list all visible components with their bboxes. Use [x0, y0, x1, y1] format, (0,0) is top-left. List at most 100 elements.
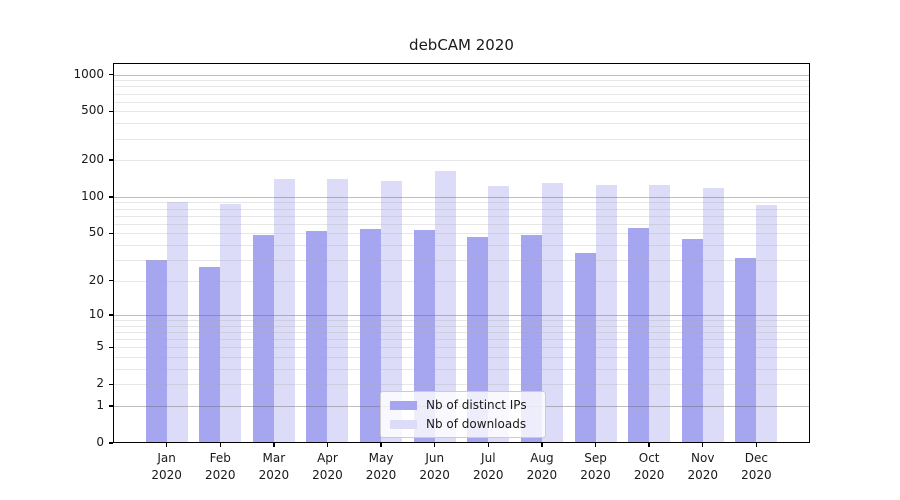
gridline-minor-500 [113, 111, 810, 113]
legend-label-distinct-ips: Nb of distinct IPs [426, 398, 527, 412]
x-tick-mark-apr [326, 443, 329, 447]
bar-downloads-sep [595, 185, 617, 443]
bar-downloads-jan [166, 202, 188, 443]
bar-distinct-ips-sep [574, 253, 596, 443]
bar-distinct-ips-oct [628, 228, 650, 443]
y-tick-label-2: 2 [96, 376, 104, 391]
y-tick-mark-100 [109, 196, 113, 198]
bar-distinct-ips-jan [145, 259, 167, 443]
gridline-major-10 [113, 315, 810, 317]
gridline-minor-50 [113, 233, 810, 235]
x-tick-label-dec: Dec 2020 [741, 451, 772, 483]
bar-downloads-aug [541, 182, 563, 443]
gridline-minor-3 [113, 369, 810, 371]
gridline-minor-30 [113, 259, 810, 261]
y-tick-label-200: 200 [81, 152, 104, 167]
y-tick-label-500: 500 [81, 103, 104, 118]
bar-distinct-ips-apr [306, 231, 328, 443]
legend-swatch-downloads-icon [390, 419, 417, 429]
x-tick-label-jan: Jan 2020 [151, 451, 182, 483]
y-tick-mark-50 [109, 232, 113, 234]
legend-item-distinct-ips: Nb of distinct IPs [390, 398, 535, 412]
bar-downloads-dec [756, 204, 778, 443]
bar-distinct-ips-nov [681, 238, 703, 443]
plot-border [113, 63, 810, 443]
chart-title: debCAM 2020 [409, 36, 514, 54]
y-tick-mark-2 [109, 383, 113, 386]
gridline-minor-6 [113, 339, 810, 341]
legend-item-downloads: Nb of downloads [390, 417, 535, 431]
gridline-major-1000 [113, 74, 810, 76]
gridline-minor-9 [113, 320, 810, 322]
x-tick-label-apr: Apr 2020 [312, 451, 343, 483]
x-tick-mark-oct [648, 443, 650, 447]
gridline-minor-7 [113, 332, 810, 334]
bar-distinct-ips-jun [413, 230, 435, 443]
x-tick-label-jun: Jun 2020 [419, 451, 450, 483]
y-tick-label-1000: 1000 [73, 66, 104, 81]
gridline-major-100 [113, 196, 810, 198]
y-tick-mark-5 [109, 346, 113, 349]
gridline-minor-400 [113, 123, 810, 125]
x-tick-mark-sep [594, 443, 597, 447]
x-tick-label-nov: Nov 2020 [687, 451, 719, 483]
y-tick-label-100: 100 [81, 188, 104, 203]
x-tick-mark-aug [541, 443, 543, 447]
bar-downloads-may [381, 181, 403, 443]
x-tick-label-may: May 2020 [365, 451, 397, 483]
x-tick-mark-jan [165, 443, 168, 447]
x-tick-mark-mar [273, 443, 275, 447]
gridline-minor-2 [113, 384, 810, 386]
bar-distinct-ips-feb [199, 267, 221, 443]
x-tick-mark-jul [487, 443, 489, 447]
gridline-minor-70 [113, 215, 810, 217]
x-tick-label-sep: Sep 2020 [580, 451, 611, 483]
gridline-minor-300 [113, 138, 810, 140]
legend: Nb of distinct IPs Nb of downloads [380, 391, 546, 438]
gridline-minor-800 [113, 86, 810, 88]
x-tick-label-jul: Jul 2020 [473, 451, 504, 483]
x-tick-label-mar: Mar 2020 [258, 451, 290, 483]
y-tick-label-5: 5 [96, 339, 104, 354]
bar-downloads-jul [488, 186, 510, 443]
gridline-minor-4 [113, 357, 810, 359]
bar-downloads-feb [220, 204, 242, 443]
x-tick-label-oct: Oct 2020 [633, 451, 665, 483]
y-tick-mark-10 [109, 314, 113, 316]
gridline-minor-200 [113, 160, 810, 162]
x-tick-mark-jun [433, 443, 436, 447]
gridline-minor-40 [113, 244, 810, 246]
x-tick-mark-feb [219, 443, 221, 447]
gridline-minor-700 [113, 93, 810, 95]
bar-distinct-ips-mar [252, 235, 274, 443]
gridline-minor-900 [113, 80, 810, 82]
y-tick-mark-200 [109, 159, 113, 161]
legend-label-downloads: Nb of downloads [426, 417, 527, 431]
bar-downloads-mar [273, 179, 295, 443]
x-tick-mark-may [380, 443, 382, 447]
y-tick-mark-500 [109, 110, 113, 113]
gridline-minor-60 [113, 223, 810, 225]
x-tick-mark-dec [755, 443, 758, 447]
bar-distinct-ips-dec [735, 258, 757, 443]
bar-downloads-jun [434, 171, 456, 443]
y-tick-mark-1000 [109, 73, 113, 76]
bar-downloads-oct [649, 185, 671, 443]
x-tick-label-feb: Feb 2020 [204, 451, 236, 483]
y-tick-mark-0 [109, 442, 113, 444]
bar-downloads-nov [702, 187, 724, 443]
gridline-minor-5 [113, 347, 810, 349]
bar-distinct-ips-may [360, 229, 382, 443]
gridline-minor-20 [113, 280, 810, 282]
gridline-minor-90 [113, 202, 810, 204]
x-tick-mark-nov [702, 443, 704, 447]
y-tick-mark-20 [109, 279, 113, 282]
gridline-minor-80 [113, 208, 810, 210]
gridline-minor-8 [113, 325, 810, 327]
gridline-minor-600 [113, 101, 810, 103]
y-tick-label-1: 1 [96, 398, 104, 413]
y-tick-label-20: 20 [88, 272, 104, 287]
y-tick-label-0: 0 [96, 435, 104, 449]
y-tick-label-50: 50 [88, 225, 104, 240]
